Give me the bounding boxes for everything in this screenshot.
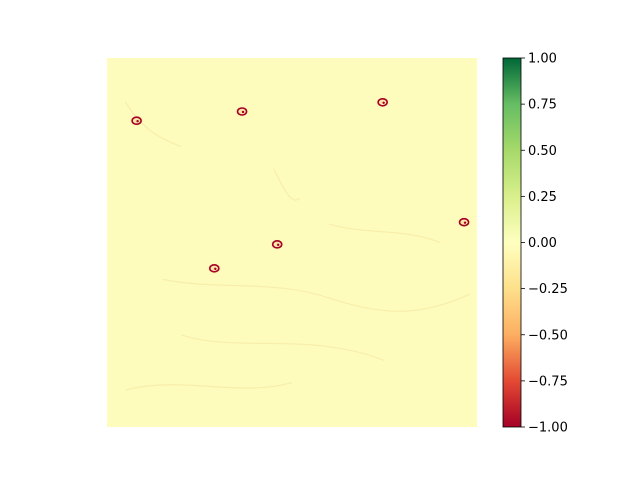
colorbar-tick-label: 0.00 <box>528 236 557 251</box>
texture-stroke <box>162 278 470 312</box>
colorbar-tick-label: 0.25 <box>528 190 557 205</box>
texture-stroke <box>124 101 182 148</box>
colorbar-tick-label: 0.75 <box>528 98 557 113</box>
hotspot-top-center <box>233 104 252 119</box>
texture-stroke <box>125 382 293 391</box>
colorbar-tick-label: 0.50 <box>528 144 557 159</box>
colorbar-tick-label: −0.25 <box>528 282 568 297</box>
heatmap-hotspots <box>127 95 474 276</box>
heatmap-texture <box>124 101 470 391</box>
heatmap-background <box>107 58 477 427</box>
texture-stroke <box>328 223 441 244</box>
colorbar-tick-label: 1.00 <box>528 52 557 67</box>
colorbar: 1.00 0.75 0.50 0.25 0.00 −0.25 −0.50 −0.75 −1.00 <box>502 52 568 436</box>
texture-stroke <box>272 168 300 201</box>
hotspot-top-right <box>373 95 392 110</box>
hotspot-upper-left <box>127 113 146 128</box>
colorbar-tick-label: −1.00 <box>528 421 568 436</box>
hotspot-center-small <box>268 237 287 252</box>
texture-stroke <box>180 334 385 362</box>
colorbar-gradient <box>502 57 522 428</box>
colorbar-ticks: 1.00 0.75 0.50 0.25 0.00 −0.25 −0.50 −0.75 −1.00 <box>521 52 568 436</box>
heatmap <box>107 58 477 427</box>
colorbar-tick-label: −0.50 <box>528 328 568 343</box>
colorbar-tick-label: −0.75 <box>528 374 568 389</box>
hotspot-right-edge <box>455 215 474 230</box>
hotspot-lower-left <box>205 261 224 276</box>
